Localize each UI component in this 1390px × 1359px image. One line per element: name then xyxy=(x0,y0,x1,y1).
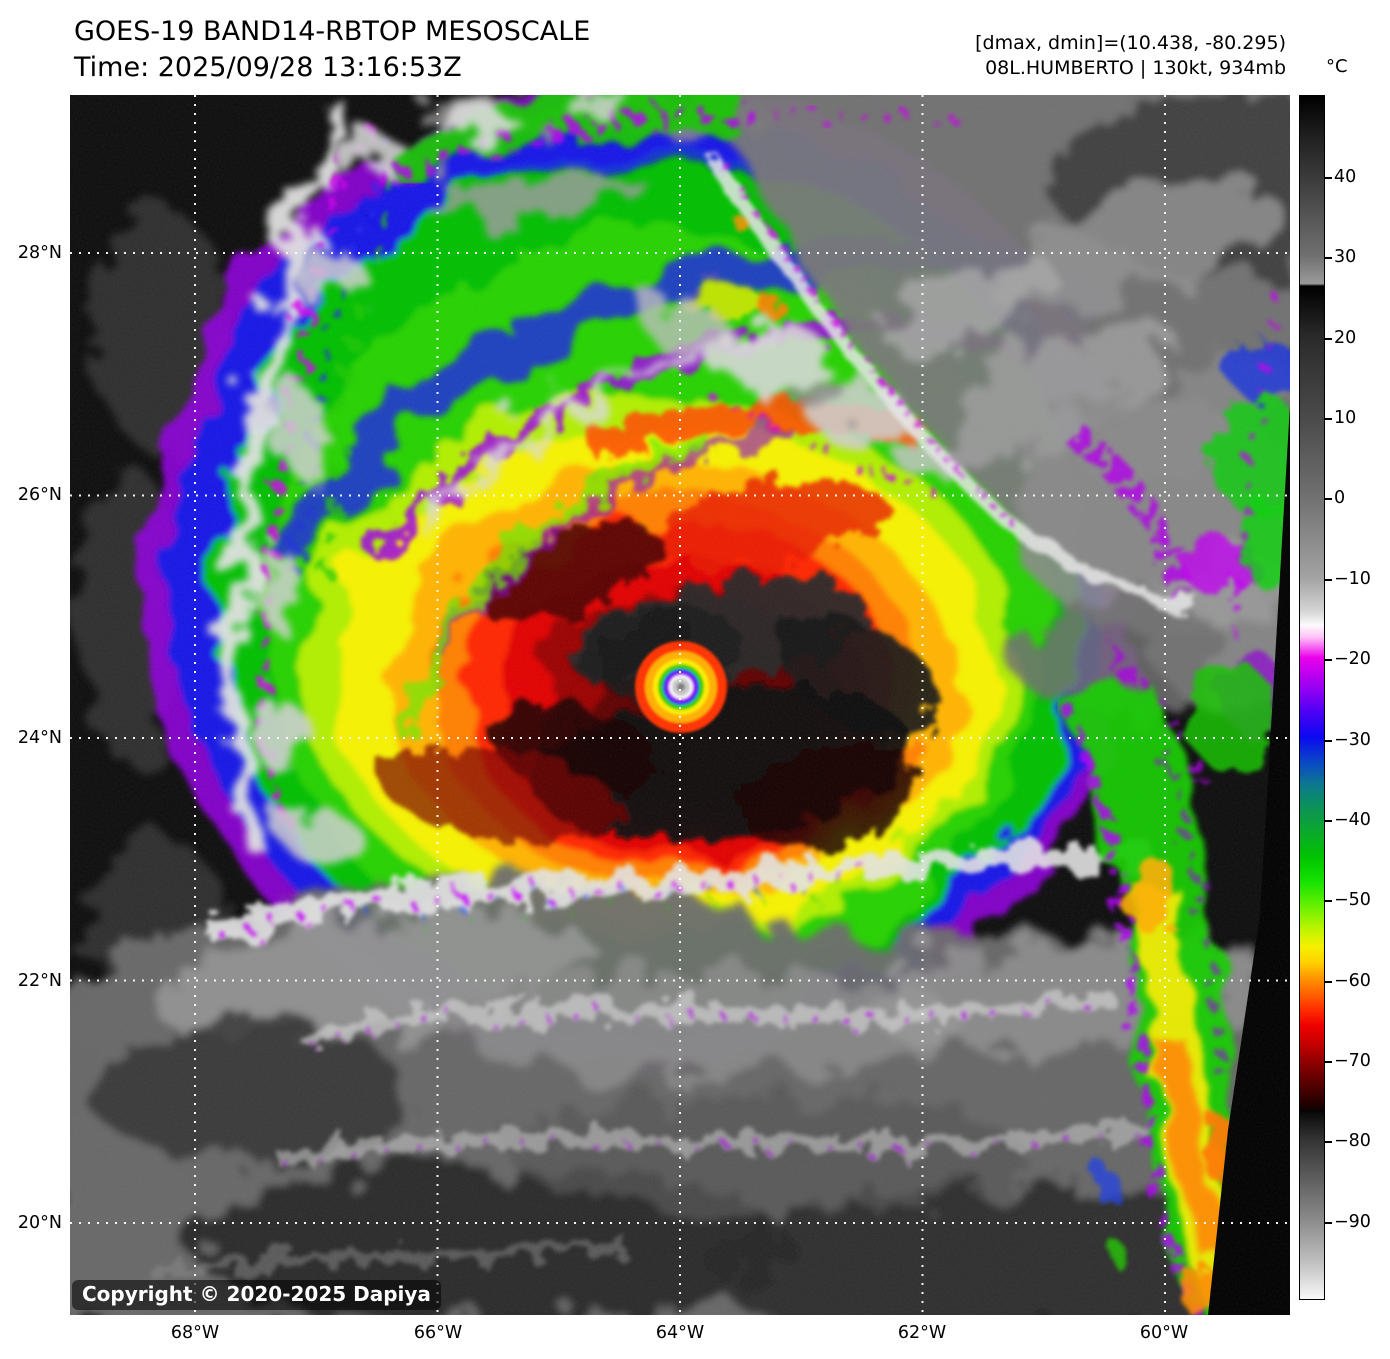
colorbar-tick-label: −90 xyxy=(1334,1212,1371,1232)
colorbar-tick-label: −60 xyxy=(1334,971,1371,991)
colorbar-tick-label: −20 xyxy=(1334,649,1371,669)
colorbar-tick-mark xyxy=(1325,338,1332,340)
lon-label: 60°W xyxy=(1139,1323,1189,1343)
colorbar-tick-label: −80 xyxy=(1334,1131,1371,1151)
colorbar-tick-mark xyxy=(1325,900,1332,902)
colorbar-tick-label: 20 xyxy=(1334,328,1357,348)
colorbar-tick-label: 40 xyxy=(1334,167,1357,187)
colorbar-tick-mark xyxy=(1325,981,1332,983)
colorbar-tick-label: 30 xyxy=(1334,247,1357,267)
colorbar-tick-label: −50 xyxy=(1334,890,1371,910)
colorbar-tick-mark xyxy=(1325,740,1332,742)
lat-label: 26°N xyxy=(17,485,62,505)
colorbar-tick-label: −40 xyxy=(1334,810,1371,830)
hurricane-satellite-image xyxy=(70,95,1290,1315)
lat-label: 22°N xyxy=(17,971,62,991)
colorbar-tick-mark xyxy=(1325,418,1332,420)
colorbar-tick-mark xyxy=(1325,820,1332,822)
lon-label: 66°W xyxy=(413,1323,463,1343)
colorbar-tick-label: −10 xyxy=(1334,569,1371,589)
colorbar-tick-label: −30 xyxy=(1334,730,1371,750)
lon-label: 68°W xyxy=(170,1323,220,1343)
colorbar-unit-label: °C xyxy=(1326,56,1348,77)
colorbar-tick-mark xyxy=(1325,1061,1332,1063)
colorbar-tick-mark xyxy=(1325,1222,1332,1224)
colorbar-tick-label: 0 xyxy=(1334,488,1346,508)
storm-info-label: 08L.HUMBERTO | 130kt, 934mb xyxy=(985,57,1286,79)
colorbar-tick-mark xyxy=(1325,579,1332,581)
sensor-noise-overlay xyxy=(70,95,1290,1315)
colorbar-tick-mark xyxy=(1325,257,1332,259)
colorbar-tick-mark xyxy=(1325,498,1332,500)
colorbar-tick-label: −70 xyxy=(1334,1051,1371,1071)
lon-label: 62°W xyxy=(897,1323,947,1343)
lat-label: 24°N xyxy=(17,728,62,748)
lat-label: 20°N xyxy=(17,1213,62,1233)
colorbar-gradient xyxy=(1299,95,1325,1300)
timestamp-label: Time: 2025/09/28 13:16:53Z xyxy=(74,52,462,83)
colorbar-tick-label: 10 xyxy=(1334,408,1357,428)
lon-label: 64°W xyxy=(655,1323,705,1343)
data-range-label: [dmax, dmin]=(10.438, -80.295) xyxy=(975,32,1286,54)
copyright-badge: Copyright © 2020-2025 Dapiya xyxy=(72,1280,441,1310)
lat-label: 28°N xyxy=(17,243,62,263)
colorbar-tick-mark xyxy=(1325,659,1332,661)
colorbar-tick-mark xyxy=(1325,1141,1332,1143)
page-title: GOES-19 BAND14-RBTOP MESOSCALE xyxy=(74,16,591,47)
colorbar-tick-mark xyxy=(1325,177,1332,179)
satellite-map-area: Copyright © 2020-2025 Dapiya xyxy=(70,95,1290,1315)
